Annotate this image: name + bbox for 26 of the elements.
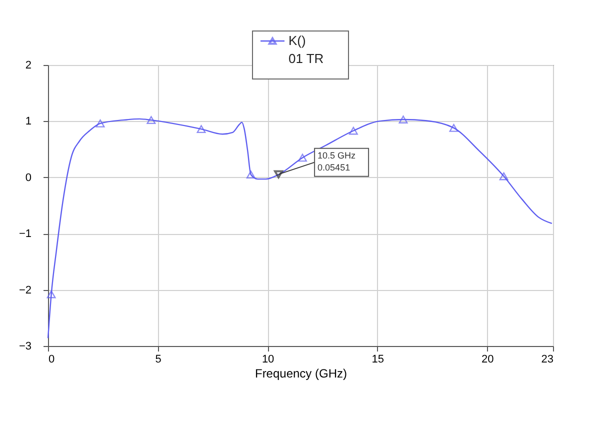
legend-label: K() bbox=[288, 33, 306, 48]
y-tick-label: −2 bbox=[18, 284, 32, 296]
x-tick-label: 20 bbox=[482, 354, 494, 366]
x-tick-label: 5 bbox=[155, 354, 162, 366]
point bbox=[246, 170, 256, 179]
x-tick-label: 10 bbox=[262, 354, 274, 366]
x-tick-label: 0 bbox=[48, 354, 55, 366]
point bbox=[196, 125, 206, 134]
y-tick-label: 1 bbox=[25, 116, 32, 128]
y-tick-label: 2 bbox=[25, 60, 32, 72]
annotation: 10.5 GHz 0.05451 bbox=[318, 150, 356, 172]
y-tick-label: −3 bbox=[18, 340, 32, 352]
point bbox=[46, 290, 56, 298]
point bbox=[398, 116, 408, 124]
point bbox=[96, 119, 105, 128]
x-axis-title: Frequency (GHz) bbox=[254, 366, 348, 380]
x-tick-label: 23 bbox=[541, 354, 554, 366]
legend-title: 01 TR bbox=[288, 51, 324, 66]
y-tick-label: −1 bbox=[18, 228, 32, 240]
point bbox=[298, 154, 307, 162]
x-tick-label: 15 bbox=[372, 354, 384, 366]
point bbox=[499, 172, 508, 180]
point bbox=[449, 124, 458, 132]
point bbox=[348, 126, 358, 135]
y-tick-label: 0 bbox=[25, 172, 32, 184]
point bbox=[146, 116, 156, 124]
